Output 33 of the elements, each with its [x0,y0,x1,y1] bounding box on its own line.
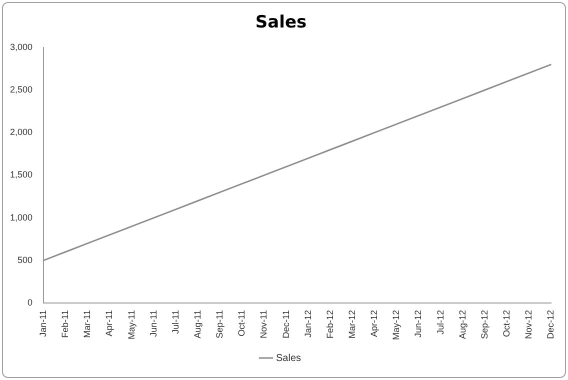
y-tick-label: 2,500 [10,84,33,94]
legend-label: Sales [276,352,302,364]
x-tick-label: Jun-12 [413,310,424,338]
x-tick-label: May-11 [126,310,136,340]
x-tick-label: Jan-11 [38,310,48,337]
x-tick-label: Apr-12 [369,310,380,338]
x-tick-label: Oct-12 [502,310,512,338]
x-tick-label: Aug-11 [192,310,203,338]
x-tick-label: Dec-11 [280,310,291,338]
y-tick-label: 2,000 [10,127,33,138]
x-tick-label: Feb-12 [324,310,335,339]
y-tick-label: 500 [17,254,33,265]
chart-title: Sales [255,12,307,33]
x-tick-label: Sep-12 [479,310,490,340]
x-tick-label: Mar-11 [82,310,92,338]
x-tick-label: Aug-12 [457,310,468,340]
x-tick-label: Sep-11 [214,310,225,338]
x-tick-label: Nov-11 [258,310,269,338]
x-tick-label: Jul-12 [435,310,446,335]
x-tick-label: Oct-11 [236,310,247,336]
y-tick-label: 3,000 [10,42,33,52]
x-tick-label: May-12 [391,310,402,340]
x-tick-label: Dec-12 [546,310,556,340]
y-tick-label: 0 [28,297,33,308]
y-tick-label: 1,000 [10,212,33,222]
x-tick-label: Mar-12 [347,310,358,339]
x-tick-label: Jun-11 [148,310,158,337]
y-tick-label: 1,500 [10,170,33,180]
x-tick-label: Apr-11 [104,310,114,336]
x-tick-label: Jan-12 [302,310,313,338]
x-tick-label: Nov-12 [524,310,534,340]
x-tick-label: Jul-11 [170,310,180,334]
x-tick-label: Feb-11 [60,310,70,338]
